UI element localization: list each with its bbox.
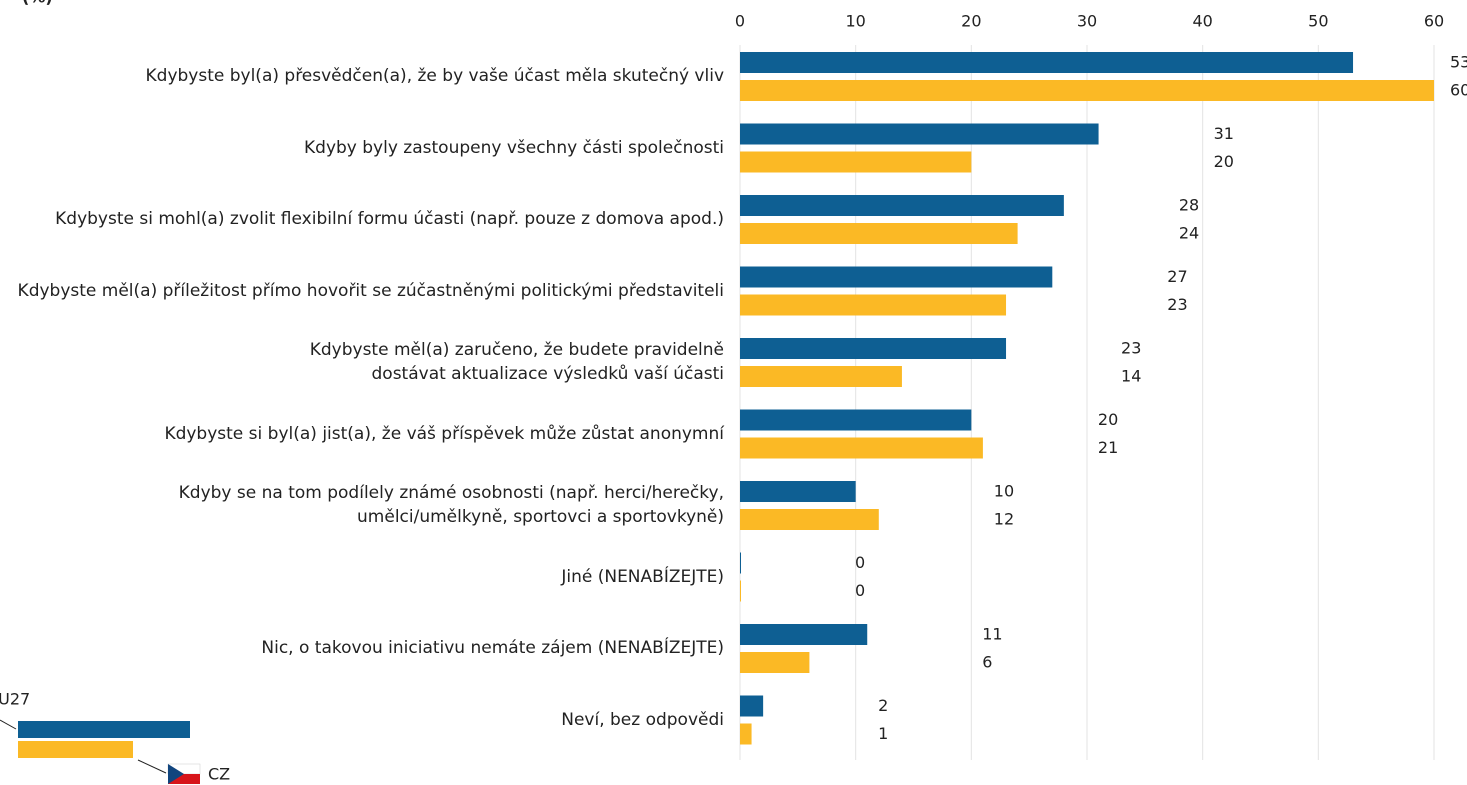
category-label: Kdyby se na tom podílely známé osobnosti… <box>178 483 724 527</box>
bar <box>740 409 972 431</box>
value-label: 6 <box>982 653 992 672</box>
bar <box>740 624 868 645</box>
x-tick-label: 40 <box>1192 12 1212 31</box>
legend-swatch <box>18 741 133 758</box>
legend-label: CZ <box>208 765 230 784</box>
bar <box>740 723 752 745</box>
legend-leader <box>137 759 167 774</box>
legend-leader <box>0 719 17 730</box>
bar <box>740 366 902 387</box>
value-label: 23 <box>1167 295 1187 314</box>
flag-triangle <box>168 764 184 784</box>
x-tick-label: 10 <box>845 12 865 31</box>
x-tick-label: 0 <box>735 12 745 31</box>
category-label: Jiné (NENABÍZEJTE) <box>561 566 724 587</box>
value-label: 2 <box>878 696 888 715</box>
bar <box>740 294 1007 316</box>
category-label: Kdyby byly zastoupeny všechny části spol… <box>304 137 724 158</box>
x-tick-label: 30 <box>1077 12 1097 31</box>
value-label: 0 <box>855 581 865 600</box>
bar <box>740 437 983 459</box>
value-label: 20 <box>1214 152 1234 171</box>
value-label: 53 <box>1450 53 1467 72</box>
x-tick-label: 60 <box>1424 12 1444 31</box>
value-label: 20 <box>1098 410 1118 429</box>
bar <box>740 80 1434 101</box>
bar <box>740 266 1053 288</box>
value-label: 21 <box>1098 438 1118 457</box>
value-label: 14 <box>1121 367 1141 386</box>
x-tick-label: 50 <box>1308 12 1328 31</box>
value-label: 28 <box>1179 196 1199 215</box>
bar <box>740 552 741 574</box>
value-label: 0 <box>855 553 865 572</box>
bar <box>740 151 972 173</box>
bar <box>740 580 741 602</box>
bar <box>740 52 1354 73</box>
flag-bottom <box>168 774 200 784</box>
bar <box>740 652 810 673</box>
value-label: 1 <box>878 724 888 743</box>
value-label: 23 <box>1121 339 1141 358</box>
bar <box>740 338 1007 359</box>
bar <box>740 481 856 502</box>
bar <box>740 695 764 717</box>
category-label: Neví, bez odpovědi <box>561 709 724 730</box>
category-label: Kdybyste byl(a) přesvědčen(a), že by vaš… <box>145 66 725 86</box>
category-label: Kdybyste měl(a) příležitost přímo hovoři… <box>17 280 724 301</box>
chart-title: (%) <box>22 0 53 7</box>
bar <box>740 123 1099 145</box>
x-tick-label: 20 <box>961 12 981 31</box>
bar <box>740 195 1064 216</box>
value-label: 31 <box>1214 124 1234 143</box>
legend-swatch <box>18 721 190 738</box>
category-label: Nic, o takovou iniciativu nemáte zájem (… <box>261 638 724 658</box>
legend-label: EU27 <box>0 690 30 709</box>
value-label: 24 <box>1179 224 1199 243</box>
value-label: 12 <box>994 510 1014 529</box>
category-label: Kdybyste si byl(a) jist(a), že váš přísp… <box>164 423 724 444</box>
value-label: 11 <box>982 625 1002 644</box>
value-label: 27 <box>1167 267 1187 286</box>
bar <box>740 509 879 530</box>
category-label: Kdybyste měl(a) zaručeno, že budete prav… <box>309 340 724 384</box>
value-label: 60 <box>1450 81 1467 100</box>
value-label: 10 <box>994 482 1014 501</box>
category-label: Kdybyste si mohl(a) zvolit flexibilní fo… <box>55 209 724 229</box>
bar <box>740 223 1018 244</box>
